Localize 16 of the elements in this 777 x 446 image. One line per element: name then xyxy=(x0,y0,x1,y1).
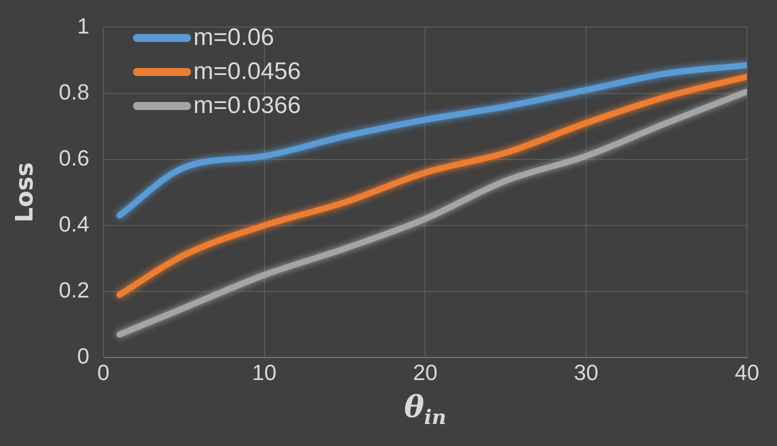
x-tick-label: 10 xyxy=(252,360,277,385)
y-tick-label: 1 xyxy=(77,13,90,38)
y-axis-title: Loss xyxy=(10,162,39,223)
y-tick-label: 0.4 xyxy=(58,212,90,237)
y-tick-label: 0 xyxy=(77,344,90,369)
x-tick-label: 0 xyxy=(97,360,110,385)
legend-label: m=0.0366 xyxy=(193,92,301,120)
x-tick-label: 40 xyxy=(734,360,760,385)
y-tick-label: 0.6 xyxy=(58,145,90,170)
x-tick-label: 30 xyxy=(574,360,598,385)
legend-label: m=0.0456 xyxy=(193,58,301,86)
x-axis-title: θ$_{in}$ xyxy=(403,390,448,429)
y-tick-label: 0.2 xyxy=(58,278,90,303)
legend-label: m=0.06 xyxy=(193,24,274,52)
y-tick-label: 0.8 xyxy=(58,79,90,104)
x-tick-label: 20 xyxy=(412,360,438,385)
